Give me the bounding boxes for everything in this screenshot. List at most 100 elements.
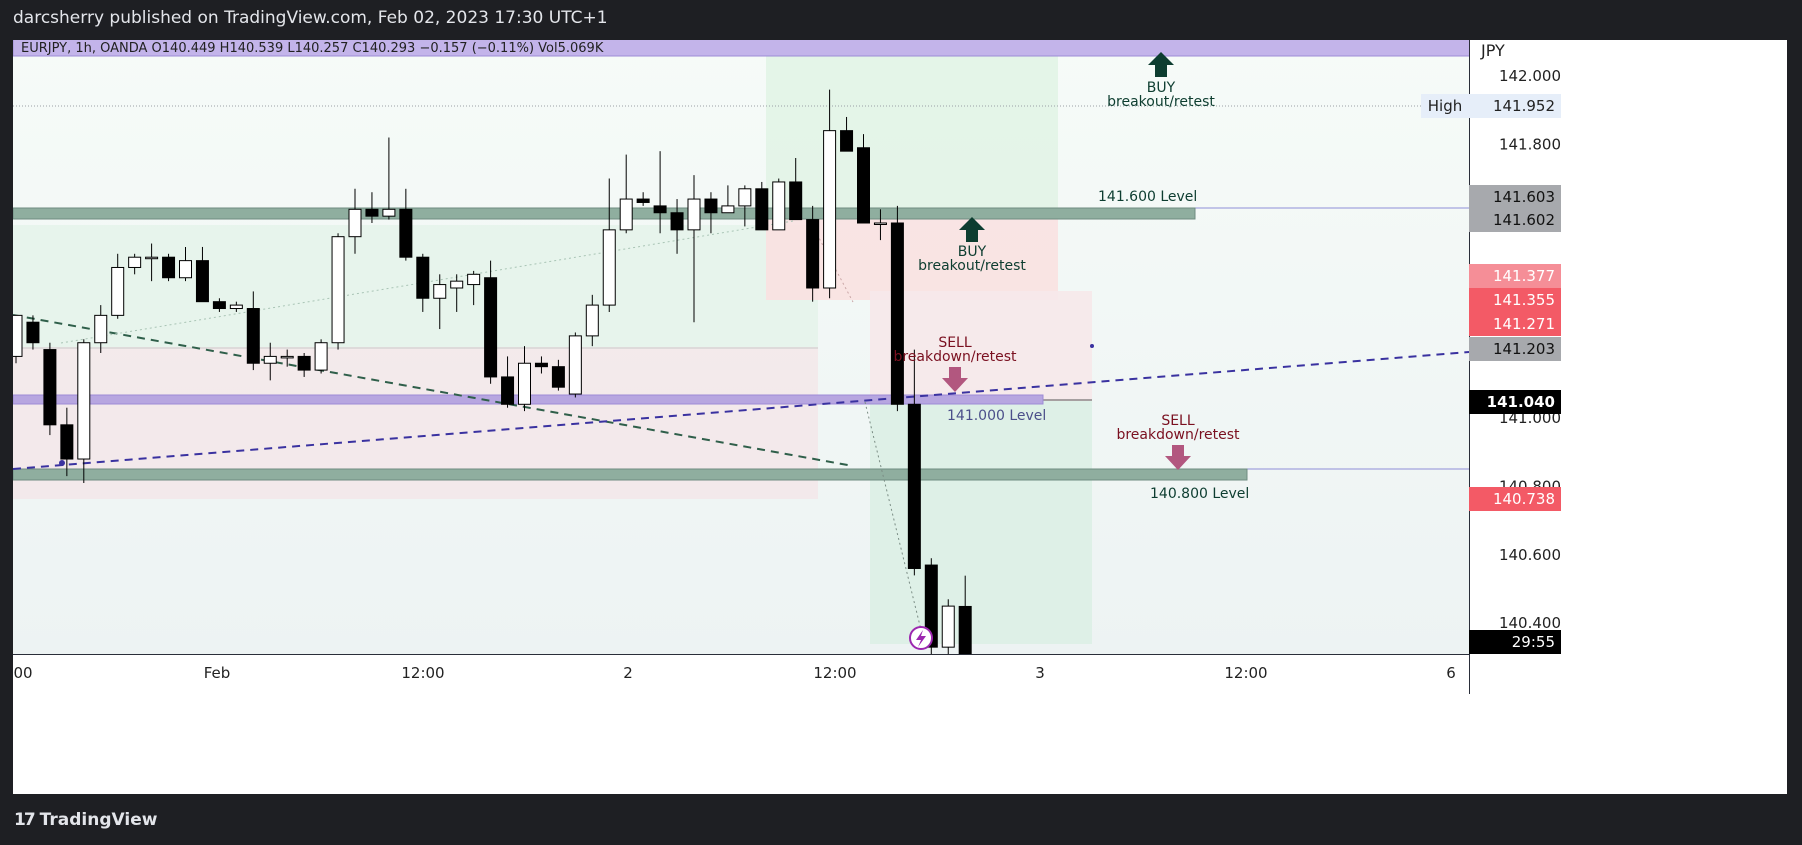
price-label-bg — [1469, 312, 1561, 336]
dashed-downtrend-line — [13, 314, 854, 467]
candle-body — [619, 198, 633, 231]
candle — [416, 253, 430, 312]
candle-body — [636, 198, 650, 203]
candle-body — [585, 304, 599, 337]
candle — [111, 253, 125, 319]
candlestick-chart[interactable]: BUY breakout/retest BUY breakout/retest … — [13, 40, 1787, 794]
candle-body — [670, 212, 684, 231]
price-label-bg — [1469, 337, 1561, 361]
candle-body — [958, 605, 972, 661]
y-tick-label: 142.000 — [1499, 67, 1561, 85]
price-label-text: 141.271 — [1493, 315, 1555, 333]
price-label-text: 140.738 — [1493, 490, 1555, 508]
price-label-red: 141.271 — [1469, 312, 1561, 336]
x-tick-label: 00 — [13, 664, 32, 682]
candle-body — [721, 205, 735, 214]
candle-body — [450, 280, 464, 289]
trend-anchor-point-2 — [1090, 344, 1094, 348]
candle — [568, 332, 582, 398]
dashed-blue-uptrend-line — [13, 351, 1470, 470]
price-label-gray: 141.603 — [1469, 185, 1561, 209]
candle — [43, 342, 57, 436]
candle-body — [924, 564, 938, 648]
price-label-high: 141.952 — [1469, 94, 1561, 118]
candle-body — [280, 355, 294, 359]
candle — [772, 178, 786, 231]
candle — [518, 346, 531, 412]
candle — [263, 342, 277, 381]
thin-dotted-drop-line-2 — [864, 401, 924, 639]
y-axis-bar — [1469, 40, 1787, 794]
price-label-text: 141.355 — [1493, 291, 1555, 309]
price-label-tag: High — [1421, 94, 1469, 118]
currency-label: JPY — [1480, 41, 1505, 60]
price-label-text: 141.203 — [1493, 340, 1555, 358]
level-band-140800 — [13, 468, 1248, 481]
x-tick-label: 12:00 — [813, 664, 856, 682]
candle-body — [941, 605, 955, 648]
tradingview-logo-icon: 17 — [14, 810, 36, 830]
price-label-timer: 29:55 — [1469, 630, 1561, 654]
candle — [297, 352, 311, 377]
candle-body — [467, 273, 481, 286]
annotation-sell-mid: SELL breakdown/retest — [893, 335, 1017, 392]
candle-body — [484, 277, 498, 378]
price-label-text: 141.040 — [1487, 393, 1555, 411]
candle-body — [145, 256, 159, 260]
candle-body — [602, 229, 616, 306]
price-label-bg — [1469, 487, 1561, 511]
candle — [246, 291, 260, 371]
x-tick-label: 6 — [1446, 664, 1456, 682]
level-label-141600: 141.600 Level — [1098, 189, 1197, 205]
candle-body — [433, 284, 447, 299]
candle — [450, 274, 464, 312]
x-tick-label: Feb — [204, 664, 231, 682]
symbol-legend: EURJPY, 1h, OANDA O140.449 H140.539 L140… — [21, 41, 604, 56]
candle-body — [382, 208, 396, 217]
sell-arrow-down-icon — [942, 367, 968, 392]
candle — [348, 188, 362, 254]
price-label-bg — [1469, 288, 1561, 312]
candle-body — [399, 208, 413, 258]
candle-body — [704, 198, 718, 214]
candle — [721, 185, 735, 214]
candle-body — [416, 256, 430, 299]
zone-pink-right — [870, 291, 1092, 401]
candle — [94, 305, 108, 353]
candle-body — [857, 147, 870, 224]
price-label-red: 140.738 — [1469, 487, 1561, 511]
candle — [399, 188, 413, 261]
candle — [501, 356, 515, 408]
candle — [433, 274, 447, 330]
candle-body — [890, 222, 904, 405]
candle — [229, 301, 243, 312]
candle-body — [568, 335, 582, 395]
candle-body — [263, 355, 277, 364]
level-label-141000: 141.000 Level — [947, 408, 1046, 424]
price-label-text: 29:55 — [1512, 633, 1555, 651]
candle — [60, 407, 74, 477]
price-label-text: 141.952 — [1493, 97, 1555, 115]
price-label-gray: 141.602 — [1469, 208, 1561, 232]
candle-body — [501, 376, 515, 405]
lightning-marker — [909, 626, 933, 650]
price-label-bg — [1421, 94, 1469, 118]
price-label-lightred: 141.377 — [1469, 264, 1561, 288]
zone-green-right — [870, 401, 1092, 644]
candles — [13, 89, 972, 673]
candle-body — [687, 198, 701, 231]
buy-mid-subtitle: breakout/retest — [918, 258, 1026, 274]
price-label-bg — [1469, 390, 1561, 414]
candle-body — [128, 256, 142, 268]
candle-body — [43, 349, 57, 426]
price-label-bg — [1469, 264, 1561, 288]
chart-panel[interactable]: BUY breakout/retest BUY breakout/retest … — [13, 40, 1787, 794]
candle-body — [229, 304, 243, 310]
price-label-bg — [1469, 630, 1561, 654]
candle — [212, 298, 226, 312]
tradingview-logo[interactable]: 17 TradingView — [14, 810, 157, 830]
candle — [551, 359, 565, 391]
candle — [806, 205, 820, 302]
price-label-bg — [1469, 185, 1561, 209]
x-tick-label: 3 — [1035, 664, 1045, 682]
